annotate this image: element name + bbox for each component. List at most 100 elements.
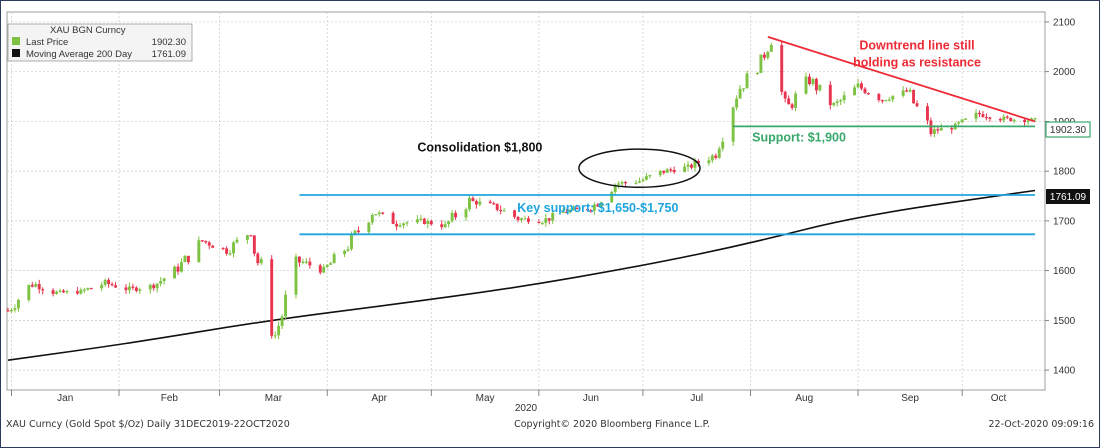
candle-body xyxy=(998,118,1002,121)
candle xyxy=(610,190,614,203)
candle-body xyxy=(755,72,759,75)
candle xyxy=(471,196,475,202)
candle-body xyxy=(474,201,478,205)
candle-body xyxy=(16,299,20,309)
candle xyxy=(450,210,454,223)
candle-body xyxy=(183,255,187,263)
candle-body xyxy=(1033,118,1037,120)
candle xyxy=(127,282,131,294)
candle-body xyxy=(745,73,749,89)
candle xyxy=(447,220,451,228)
candle xyxy=(915,100,919,108)
candle-body xyxy=(762,54,766,58)
candle-body xyxy=(572,208,576,210)
candle-body xyxy=(381,212,385,214)
candle-body xyxy=(58,290,62,292)
candle-body xyxy=(818,84,822,91)
candle-body xyxy=(318,265,322,273)
candle-body xyxy=(634,182,638,184)
candle-body xyxy=(1012,119,1016,122)
candle xyxy=(10,307,13,313)
candle-body xyxy=(613,184,617,193)
candle xyxy=(6,307,10,312)
legend-value-last-price: 1902.30 xyxy=(152,37,186,48)
candle-body xyxy=(624,182,628,184)
candle-body xyxy=(1005,116,1009,118)
candle-body xyxy=(353,230,357,235)
x-tick-label-aug: Aug xyxy=(795,393,813,404)
candle-body xyxy=(544,218,548,223)
candle xyxy=(592,202,596,215)
candle-body xyxy=(683,166,687,173)
candle-body xyxy=(832,102,836,106)
candle xyxy=(467,195,471,212)
candle-body xyxy=(561,211,565,214)
candle xyxy=(443,221,447,229)
candle xyxy=(905,87,909,93)
candle-body xyxy=(10,309,13,312)
candle-body xyxy=(41,289,45,291)
candle xyxy=(738,85,742,99)
candle-body xyxy=(322,266,326,273)
candle-body xyxy=(270,259,274,336)
legend-swatch-last-price xyxy=(12,37,20,45)
candle xyxy=(235,236,239,244)
candle-body xyxy=(186,255,190,263)
candle xyxy=(374,214,378,216)
candle xyxy=(346,245,350,253)
candle-body xyxy=(641,179,645,182)
candle-body xyxy=(884,100,888,102)
candle xyxy=(880,99,884,104)
candle-body xyxy=(405,222,409,224)
candle xyxy=(901,86,905,98)
candle-body xyxy=(880,100,884,102)
candle-body xyxy=(665,169,669,173)
candle xyxy=(148,283,152,294)
candle xyxy=(745,70,749,89)
candle xyxy=(325,264,329,268)
candle-body xyxy=(454,212,458,218)
candle xyxy=(978,110,981,118)
candle xyxy=(162,277,166,285)
candle xyxy=(107,277,111,288)
candle-body xyxy=(478,201,482,205)
candle-body xyxy=(131,286,135,288)
annotation-text-7: Key support: $1,650-$1,750 xyxy=(517,201,678,215)
candle-body xyxy=(273,335,277,337)
candle-body xyxy=(447,221,451,225)
candle-body xyxy=(520,218,523,220)
candle-body xyxy=(839,100,843,102)
candle-body xyxy=(908,89,912,92)
candle-body xyxy=(232,242,235,254)
candle xyxy=(513,209,517,220)
candle xyxy=(707,156,711,166)
candle-body xyxy=(769,45,773,52)
candle-body xyxy=(835,101,839,103)
candle xyxy=(454,210,458,220)
candle xyxy=(474,199,478,209)
candle xyxy=(405,221,409,227)
candle-body xyxy=(516,216,520,220)
candle xyxy=(204,240,208,244)
candle-body xyxy=(155,283,159,289)
candle xyxy=(1023,118,1027,127)
candle-body xyxy=(592,204,596,211)
candle-body xyxy=(395,223,399,227)
candle-body xyxy=(159,281,163,284)
candle xyxy=(82,287,86,294)
candle-body xyxy=(197,240,201,263)
candle-body xyxy=(162,278,166,282)
candle-body xyxy=(867,93,870,95)
candle xyxy=(395,220,399,231)
candle-body xyxy=(280,316,284,326)
candle-body xyxy=(887,99,891,101)
candle-body xyxy=(828,84,832,106)
candle-body xyxy=(853,87,857,96)
candle-body xyxy=(180,262,183,272)
candle xyxy=(683,163,687,173)
candle xyxy=(180,258,183,273)
candle-body xyxy=(235,239,239,243)
candle-body xyxy=(939,128,943,131)
candle xyxy=(547,218,551,225)
candle-body xyxy=(343,250,347,255)
